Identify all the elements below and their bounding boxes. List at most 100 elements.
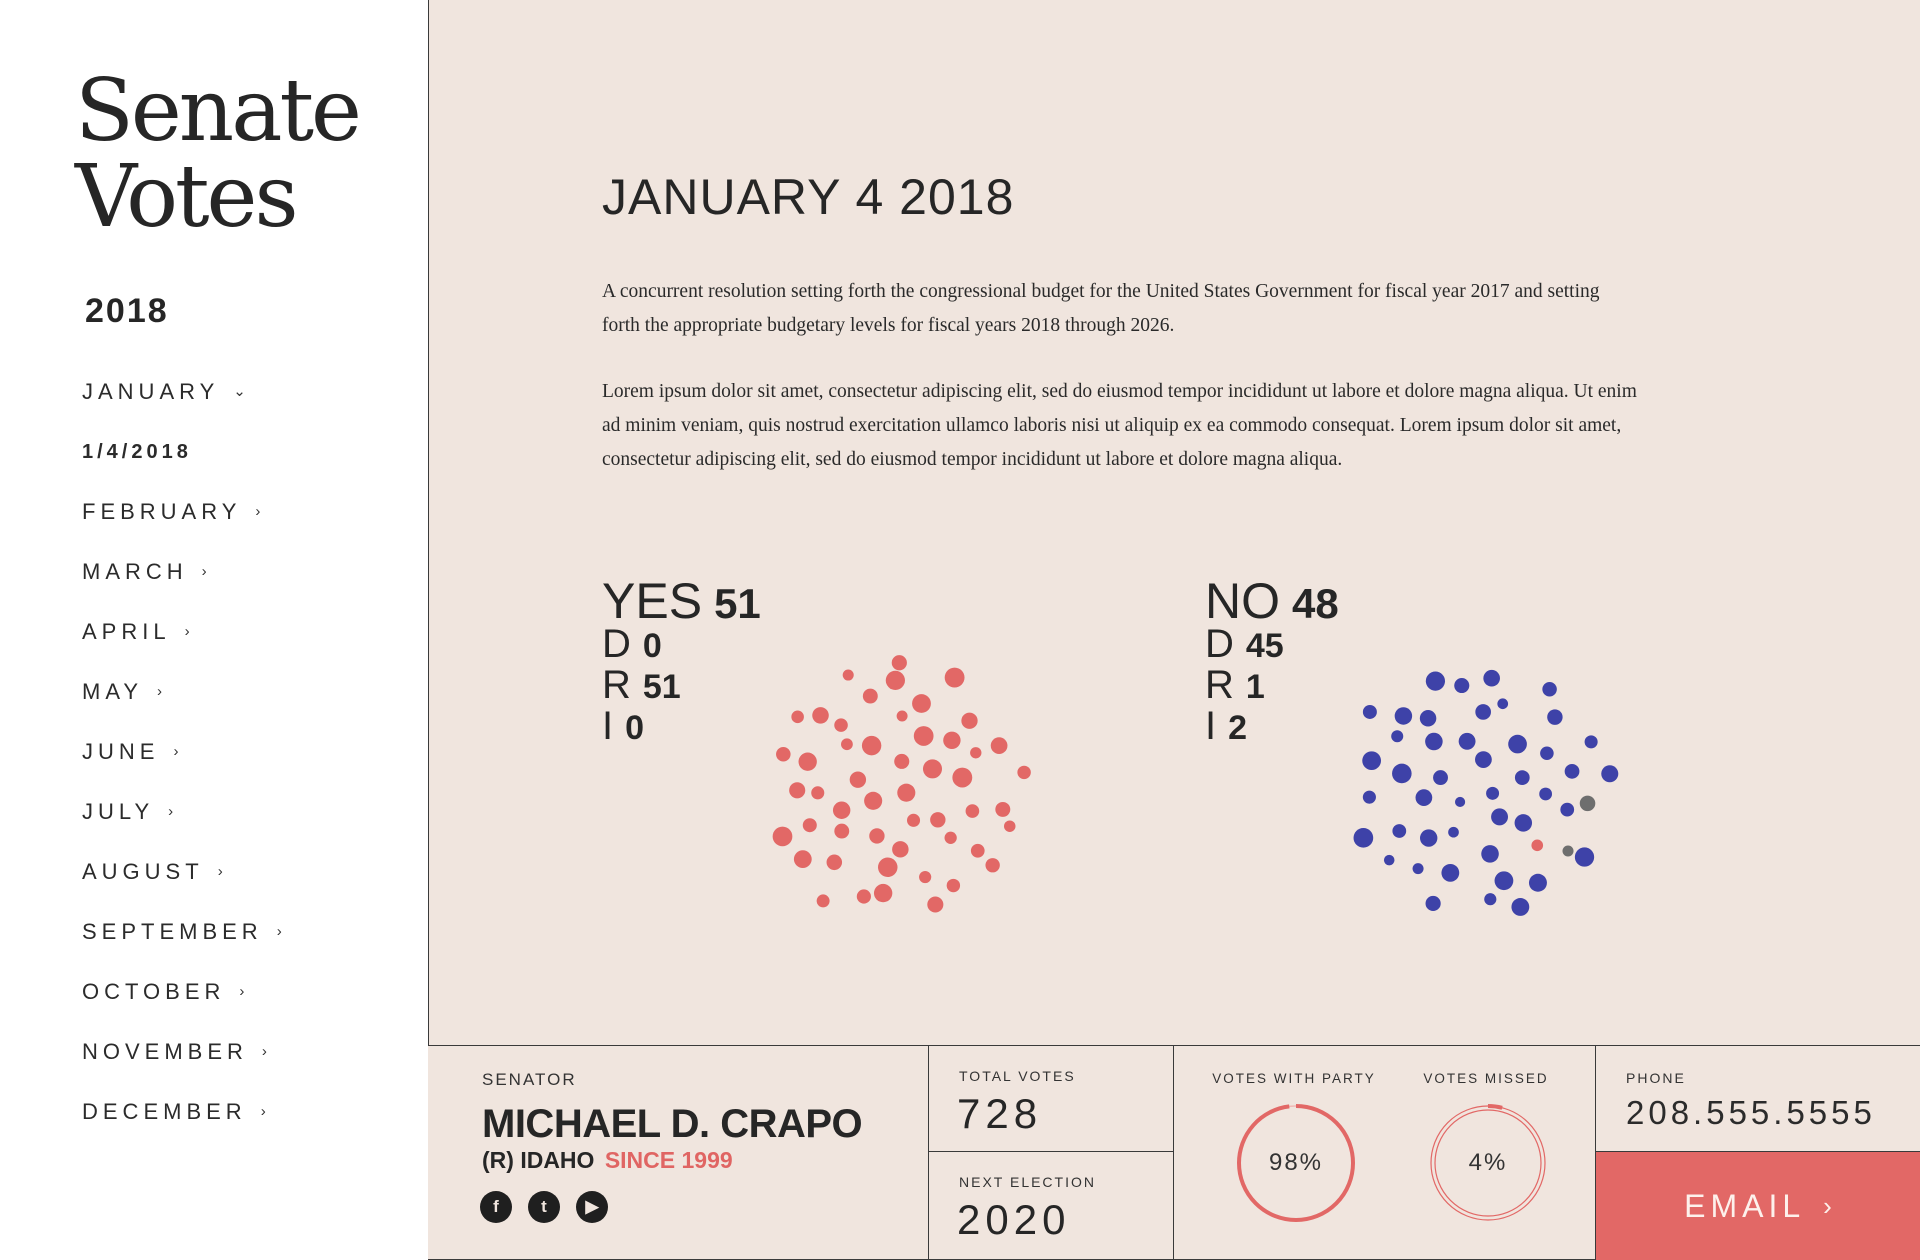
no-vote-dot[interactable] [1497,698,1509,710]
sidebar-item-month[interactable]: OCTOBER › [82,974,282,1034]
yes-vote-dot[interactable] [873,883,893,903]
yes-vote-dot[interactable] [864,791,883,810]
no-vote-dot[interactable] [1362,751,1382,771]
no-vote-dot[interactable] [1391,730,1404,743]
no-vote-dot[interactable] [1486,786,1500,800]
yes-vote-dot[interactable] [919,870,932,884]
no-vote-dot[interactable] [1514,770,1530,785]
yes-vote-dot[interactable] [906,813,921,827]
yes-vote-dot[interactable] [832,801,851,819]
no-vote-dot[interactable] [1362,704,1377,719]
no-vote-dot[interactable] [1574,847,1595,867]
no-vote-dot[interactable] [1454,677,1470,694]
yes-vote-dot[interactable] [944,667,965,688]
sidebar-item-month[interactable]: NOVEMBER › [82,1034,282,1094]
yes-vote-dot[interactable] [791,710,804,724]
sidebar-item-month[interactable]: MARCH › [82,554,282,614]
yes-vote-dot[interactable] [816,894,830,908]
no-vote-dot[interactable] [1419,829,1438,847]
no-vote-dot[interactable] [1425,895,1441,912]
no-vote-dot[interactable] [1601,765,1619,783]
no-vote-dot[interactable] [1494,871,1514,891]
yes-vote-dot[interactable] [995,801,1011,817]
no-vote-dot[interactable] [1394,707,1413,725]
no-vote-dot[interactable] [1448,826,1459,838]
no-vote-dot[interactable] [1425,671,1446,691]
no-vote-dot[interactable] [1383,854,1395,866]
yes-vote-dot[interactable] [1017,765,1031,780]
facebook-icon[interactable]: f [480,1191,512,1223]
no-vote-dot[interactable] [1412,863,1424,875]
no-vote-dot[interactable] [1392,763,1412,784]
no-vote-dot[interactable] [1484,893,1497,906]
yes-vote-dot[interactable] [842,669,854,681]
sidebar-item-month[interactable]: AUGUST › [82,854,282,914]
yes-vote-dot[interactable] [896,710,908,722]
no-vote-dot[interactable] [1584,735,1598,749]
sidebar-item-month[interactable]: MAY › [82,674,282,734]
yes-vote-dot[interactable] [869,828,885,844]
yes-vote-dot[interactable] [802,818,817,833]
yes-vote-dot[interactable] [834,718,848,732]
sidebar-item-month[interactable]: DECEMBER › [82,1094,282,1154]
yes-vote-dot[interactable] [811,786,825,800]
sidebar-item-date[interactable]: 1/4/2018 [82,434,282,494]
yes-vote-dot[interactable] [812,707,829,724]
yes-vote-dot[interactable] [943,731,961,750]
no-vote-dot[interactable] [1362,790,1376,804]
no-vote-dot[interactable] [1481,845,1499,863]
yes-vote-dot[interactable] [970,843,985,858]
yes-vote-dot[interactable] [885,670,905,690]
no-vote-dot[interactable] [1511,898,1530,916]
twitter-icon[interactable]: t [528,1191,560,1223]
no-vote-dot[interactable] [1514,814,1533,832]
sidebar-item-month[interactable]: JULY › [82,794,282,854]
yes-vote-dot[interactable] [856,889,871,904]
no-vote-dot[interactable] [1531,839,1544,852]
yes-vote-dot[interactable] [826,854,843,871]
no-vote-dot[interactable] [1539,787,1553,801]
no-vote-dot[interactable] [1562,845,1574,857]
yes-vote-dot[interactable] [961,712,978,729]
yes-vote-dot[interactable] [798,752,817,771]
yes-vote-dot[interactable] [894,753,910,769]
no-vote-dot[interactable] [1441,863,1460,882]
sidebar-item-month[interactable]: FEBRUARY › [82,494,282,554]
no-vote-dot[interactable] [1540,746,1554,761]
no-vote-dot[interactable] [1579,795,1596,812]
no-vote-dot[interactable] [1425,732,1443,751]
yes-vote-dot[interactable] [776,747,791,762]
yes-vote-dot[interactable] [772,826,793,847]
yes-vote-dot[interactable] [985,858,1000,873]
yes-vote-dot[interactable] [841,738,853,751]
no-vote-dot[interactable] [1415,789,1433,806]
no-vote-dot[interactable] [1353,827,1374,848]
sidebar-item-month[interactable]: SEPTEMBER › [82,914,282,974]
yes-vote-dot[interactable] [891,655,907,671]
no-vote-dot[interactable] [1483,669,1500,687]
no-vote-dot[interactable] [1475,704,1491,720]
no-vote-dot[interactable] [1560,802,1575,817]
no-vote-dot[interactable] [1528,873,1547,892]
no-vote-dot[interactable] [1491,808,1509,826]
yes-vote-dot[interactable] [1003,820,1016,832]
no-vote-dot[interactable] [1542,682,1557,697]
no-vote-dot[interactable] [1392,824,1407,838]
yes-vote-dot[interactable] [849,771,867,788]
yes-vote-dot[interactable] [930,812,946,828]
yes-vote-dot[interactable] [990,737,1008,754]
no-vote-dot[interactable] [1564,763,1580,779]
yes-vote-dot[interactable] [912,694,931,713]
yes-vote-dot[interactable] [970,747,982,759]
yes-vote-dot[interactable] [952,767,973,788]
phone-number[interactable]: 208.555.5555 [1626,1094,1876,1131]
no-vote-dot[interactable] [1433,770,1448,786]
yes-vote-dot[interactable] [789,782,806,799]
sidebar-item-month[interactable]: APRIL › [82,614,282,674]
yes-vote-dot[interactable] [793,850,812,869]
no-vote-dot[interactable] [1547,709,1563,725]
youtube-icon[interactable]: ▶ [576,1191,608,1223]
no-vote-dot[interactable] [1475,751,1492,768]
yes-vote-dot[interactable] [862,688,878,704]
yes-vote-dot[interactable] [878,857,898,878]
